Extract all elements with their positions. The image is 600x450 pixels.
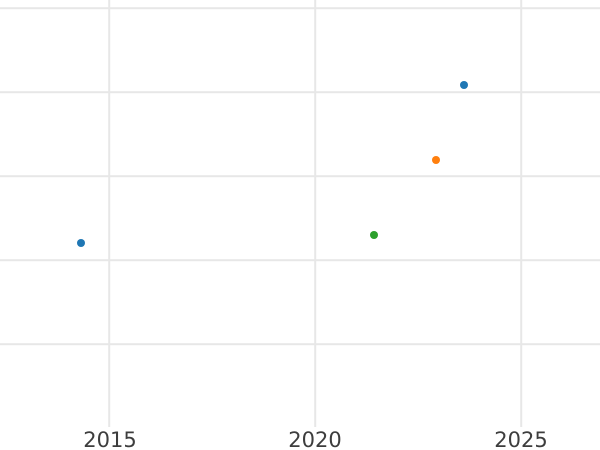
data-point-green-series <box>369 230 378 239</box>
gridline-horizontal <box>0 259 600 261</box>
gridline-vertical <box>314 0 316 427</box>
gridline-vertical <box>108 0 110 427</box>
x-tick-label-2015: 2015 <box>83 428 137 450</box>
gridline-horizontal <box>0 91 600 93</box>
data-point-blue-series <box>460 81 468 89</box>
x-tick-label-2020: 2020 <box>288 428 342 450</box>
gridline-vertical <box>520 0 522 427</box>
gridline-horizontal <box>0 343 600 345</box>
data-point-blue-series <box>77 238 85 247</box>
gridline-horizontal <box>0 175 600 177</box>
x-tick-label-2025: 2025 <box>494 428 548 450</box>
gridline-horizontal <box>0 7 600 9</box>
data-point-orange-series <box>432 156 440 164</box>
